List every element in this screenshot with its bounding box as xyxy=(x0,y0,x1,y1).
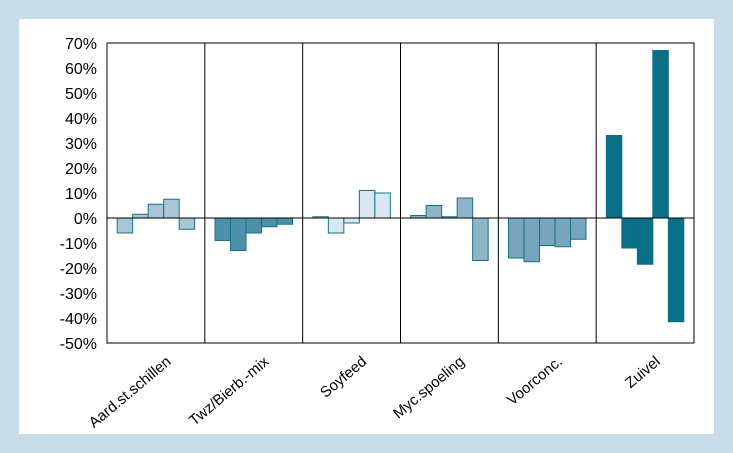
y-tick-label: 10% xyxy=(65,186,97,203)
bar xyxy=(358,190,376,219)
y-tick-label: 0% xyxy=(74,211,97,228)
bar xyxy=(621,217,638,249)
x-category-label: Twz/Bierb.-mix xyxy=(186,353,273,430)
chart-frame: 70% 60% 50% 40% 30% 20% 10% 0% -10% -20% -30% -40% -… xyxy=(19,19,714,434)
bar xyxy=(570,217,587,240)
bar xyxy=(539,217,556,246)
bar xyxy=(163,198,180,219)
x-category-label: Zuivel xyxy=(622,353,664,392)
bar xyxy=(178,217,196,230)
bar xyxy=(214,217,231,241)
bar xyxy=(667,217,685,323)
x-category-label: Soyfeed xyxy=(317,353,370,401)
bar xyxy=(456,197,474,219)
x-category-label: Myc.spoeling xyxy=(390,353,468,422)
bar xyxy=(374,192,391,219)
bar xyxy=(147,203,165,219)
y-tick-label: -50% xyxy=(60,336,97,353)
bar xyxy=(472,217,489,261)
bar xyxy=(116,217,134,234)
bar xyxy=(245,217,262,234)
bar xyxy=(652,50,669,219)
bar xyxy=(276,217,293,225)
x-category-label: Voorconc. xyxy=(504,353,566,409)
bar xyxy=(327,217,345,234)
bar xyxy=(230,217,247,251)
bar xyxy=(554,217,571,248)
bar xyxy=(523,217,540,263)
y-tick-label: 20% xyxy=(65,161,97,178)
y-tick-label: 70% xyxy=(65,36,97,53)
y-tick-label: -40% xyxy=(60,311,97,328)
x-category-label: Aard.st.schillen xyxy=(86,353,175,431)
bar xyxy=(605,135,623,219)
bar xyxy=(261,217,278,228)
y-tick-label: 30% xyxy=(65,136,97,153)
y-tick-label: -30% xyxy=(60,286,97,303)
y-tick-label: -10% xyxy=(60,236,97,253)
bar xyxy=(343,217,360,224)
y-tick-label: -20% xyxy=(60,261,97,278)
bar xyxy=(425,205,443,219)
bar xyxy=(636,217,654,265)
bar xyxy=(132,213,149,219)
y-tick-label: 60% xyxy=(65,61,97,78)
bar xyxy=(508,217,525,259)
bar-chart: 70% 60% 50% 40% 30% 20% 10% 0% -10% -20% -30% -40% -… xyxy=(60,36,695,431)
y-tick-label: 50% xyxy=(65,86,97,103)
y-tick-label: 40% xyxy=(65,111,97,128)
